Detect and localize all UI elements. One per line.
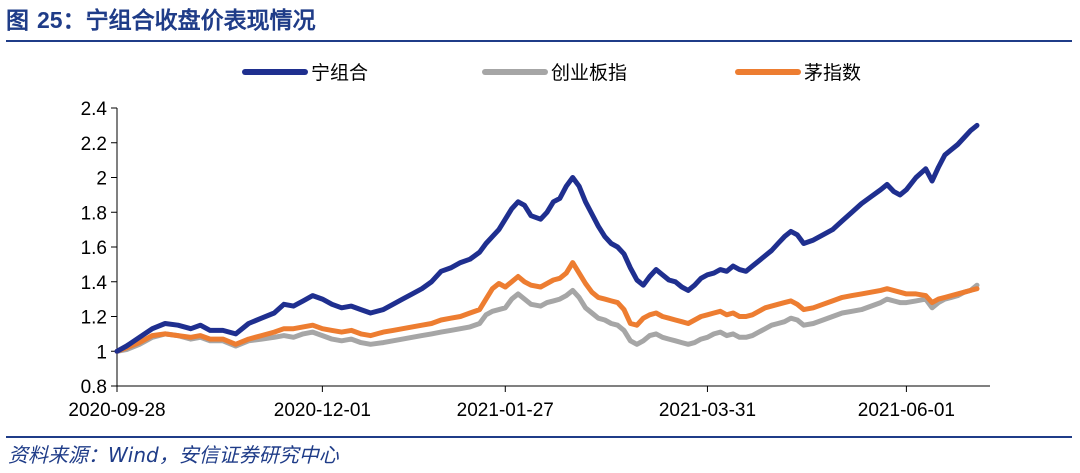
y-tick-label: 1.4: [81, 273, 108, 294]
y-tick-label: 2: [96, 169, 107, 190]
legend-label-mao: 茅指数: [804, 62, 861, 84]
series-line-cyb: [114, 282, 980, 354]
axes: 0.8 1 1.2 1.4 1.6 1.8 2 2.2 2.4 2020-09-28 2020-12…: [68, 99, 990, 421]
title-rule: [6, 40, 1072, 42]
legend-label-cyb: 创业板指: [551, 62, 627, 84]
y-tick-label: 0.8: [81, 377, 107, 398]
source-note: 资料来源：Wind，安信证券研究中心: [8, 443, 339, 467]
series-line-ning: [114, 122, 980, 354]
figure-number: 25: [37, 7, 63, 33]
line-chart: 0.8 1 1.2 1.4 1.6 1.8 2 2.2 2.4 2020-09-28 2020-12…: [68, 62, 990, 421]
series-lines: [114, 122, 980, 354]
legend: 宁组合 创业板指 茅指数: [242, 62, 861, 84]
title-separator: ：: [62, 8, 86, 34]
y-tick-label: 1.2: [81, 308, 107, 329]
source-rule: [6, 436, 1072, 438]
figure-label: 图: [6, 8, 29, 34]
x-tick-label: 2020-12-01: [274, 400, 371, 421]
y-tick-label: 2.2: [81, 134, 107, 155]
y-tick-label: 1: [96, 342, 107, 363]
chart-title: 宁组合收盘价表现情况: [85, 8, 316, 34]
x-tick-label: 2020-09-28: [68, 400, 165, 421]
x-tick-label: 2021-03-31: [659, 400, 756, 421]
series-line-mao: [114, 260, 980, 354]
x-tick-label: 2021-01-27: [457, 400, 554, 421]
x-tick-label: 2021-06-01: [858, 400, 955, 421]
figure-title: 图 25：宁组合收盘价表现情况: [6, 2, 316, 38]
legend-label-ning: 宁组合: [311, 62, 368, 84]
y-tick-label: 1.6: [81, 238, 107, 259]
y-tick-label: 1.8: [81, 203, 107, 224]
y-tick-label: 2.4: [81, 99, 108, 120]
